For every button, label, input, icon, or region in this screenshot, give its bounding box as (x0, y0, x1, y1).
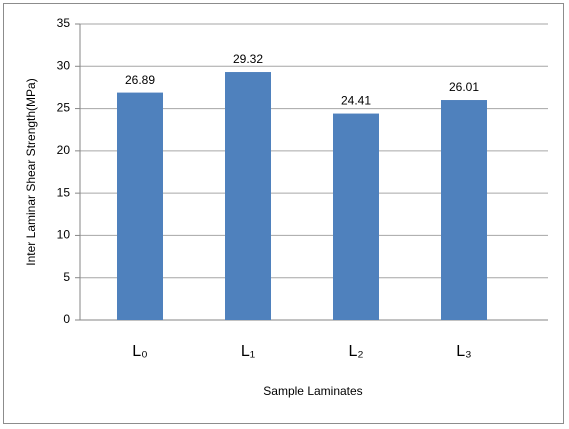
y-tick-label: 5 (63, 270, 70, 284)
y-axis-label: Inter Laminar Shear Strength(MPa) (24, 78, 38, 265)
y-tick-label: 20 (57, 143, 71, 157)
x-tick-label: L₀ (132, 343, 148, 360)
y-tick-label: 0 (63, 312, 70, 326)
data-label: 24.41 (341, 94, 371, 108)
data-label: 26.01 (449, 80, 479, 94)
y-tick-label: 30 (57, 58, 71, 72)
y-tick-label: 15 (57, 185, 71, 199)
bar (441, 100, 487, 320)
y-tick-label: 10 (57, 228, 71, 242)
data-label: 26.89 (125, 73, 155, 87)
bar (117, 92, 163, 320)
x-tick-label: L₃ (456, 343, 471, 360)
y-tick-label: 35 (57, 16, 71, 30)
bar (225, 72, 271, 321)
x-tick-label: L₁ (241, 343, 255, 360)
x-axis-label: Sample Laminates (263, 384, 362, 398)
data-label: 29.32 (233, 52, 263, 66)
y-tick-label: 25 (57, 101, 71, 115)
x-tick-label: L₂ (348, 343, 363, 360)
bar (333, 113, 379, 320)
